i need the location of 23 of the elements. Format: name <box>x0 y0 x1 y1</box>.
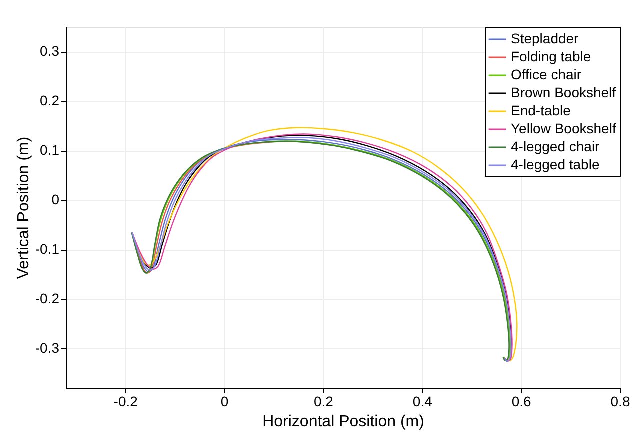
y-tick-label: -0.2 <box>35 290 60 306</box>
legend-label: Office chair <box>511 66 582 82</box>
y-tick-label: -0.3 <box>35 340 60 356</box>
y-tick-label: -0.1 <box>35 241 60 258</box>
x-tick-label: -0.2 <box>114 394 138 410</box>
legend-label: Brown Bookshelf <box>511 84 616 100</box>
y-axis-title: Vertical Position (m) <box>15 136 32 280</box>
legend-label: Folding table <box>511 48 592 64</box>
y-tick-label: 0.1 <box>40 142 60 158</box>
y-tick-label: 0 <box>52 192 60 208</box>
x-tick-label: 0.8 <box>610 394 630 410</box>
legend-label: Yellow Bookshelf <box>511 120 616 136</box>
x-tick-label: 0.4 <box>412 394 433 410</box>
y-tick-label: 0.2 <box>40 92 60 109</box>
x-tick-label: 0 <box>220 394 229 410</box>
legend-label: Stepladder <box>511 30 580 46</box>
y-tick-label: 0.3 <box>40 43 60 60</box>
x-tick-label: 0.6 <box>512 394 532 410</box>
legend-label: End-table <box>511 102 572 118</box>
x-tick-label: 0.2 <box>314 394 334 410</box>
legend-label: 4-legged chair <box>511 138 600 154</box>
legend-label: 4-legged table <box>511 156 600 172</box>
x-axis-title: Horizontal Position (m) <box>262 414 424 430</box>
